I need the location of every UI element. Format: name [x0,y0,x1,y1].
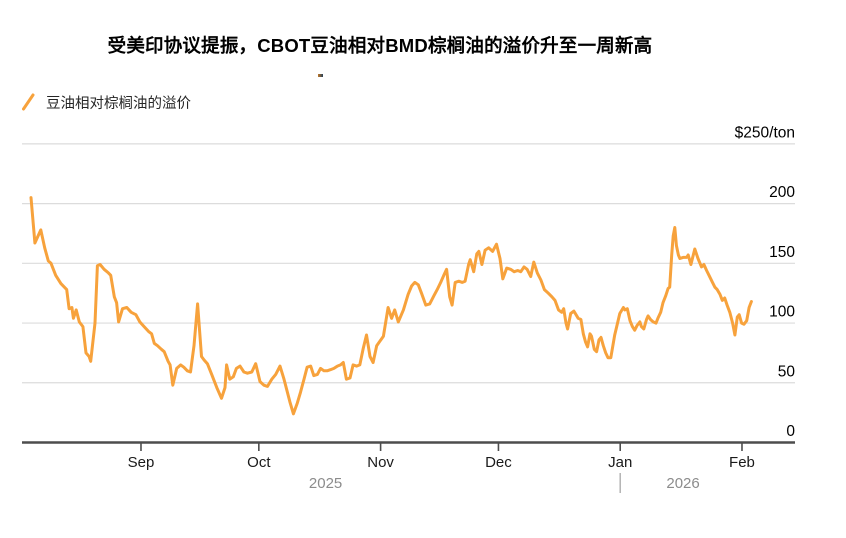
y-tick-label: 150 [769,244,795,261]
legend-line-icon [22,93,35,111]
month-tick-label: Sep [128,454,155,471]
legend: 豆油相对棕榈油的溢价 [22,92,191,112]
artifact-mark [318,74,323,77]
year-label: 2026 [666,475,699,492]
month-tick-label: Dec [485,454,512,471]
month-tick-label: Feb [729,454,755,471]
y-tick-label: 50 [778,363,796,380]
y-tick-label: 0 [786,423,795,440]
legend-label: 豆油相对棕榈油的溢价 [46,95,191,112]
y-tick-label: 100 [769,304,795,321]
y-tick-label: $250/ton [735,124,795,141]
month-tick-label: Oct [247,454,271,471]
chart-title: 受美印协议提振，CBOT豆油相对BMD棕榈油的溢价升至一周新高 [107,35,653,56]
month-tick-label: Jan [608,454,632,471]
month-tick-label: Nov [367,454,394,471]
premium-line [29,196,753,416]
year-label: 2025 [309,475,342,492]
y-tick-label: 200 [769,184,795,201]
